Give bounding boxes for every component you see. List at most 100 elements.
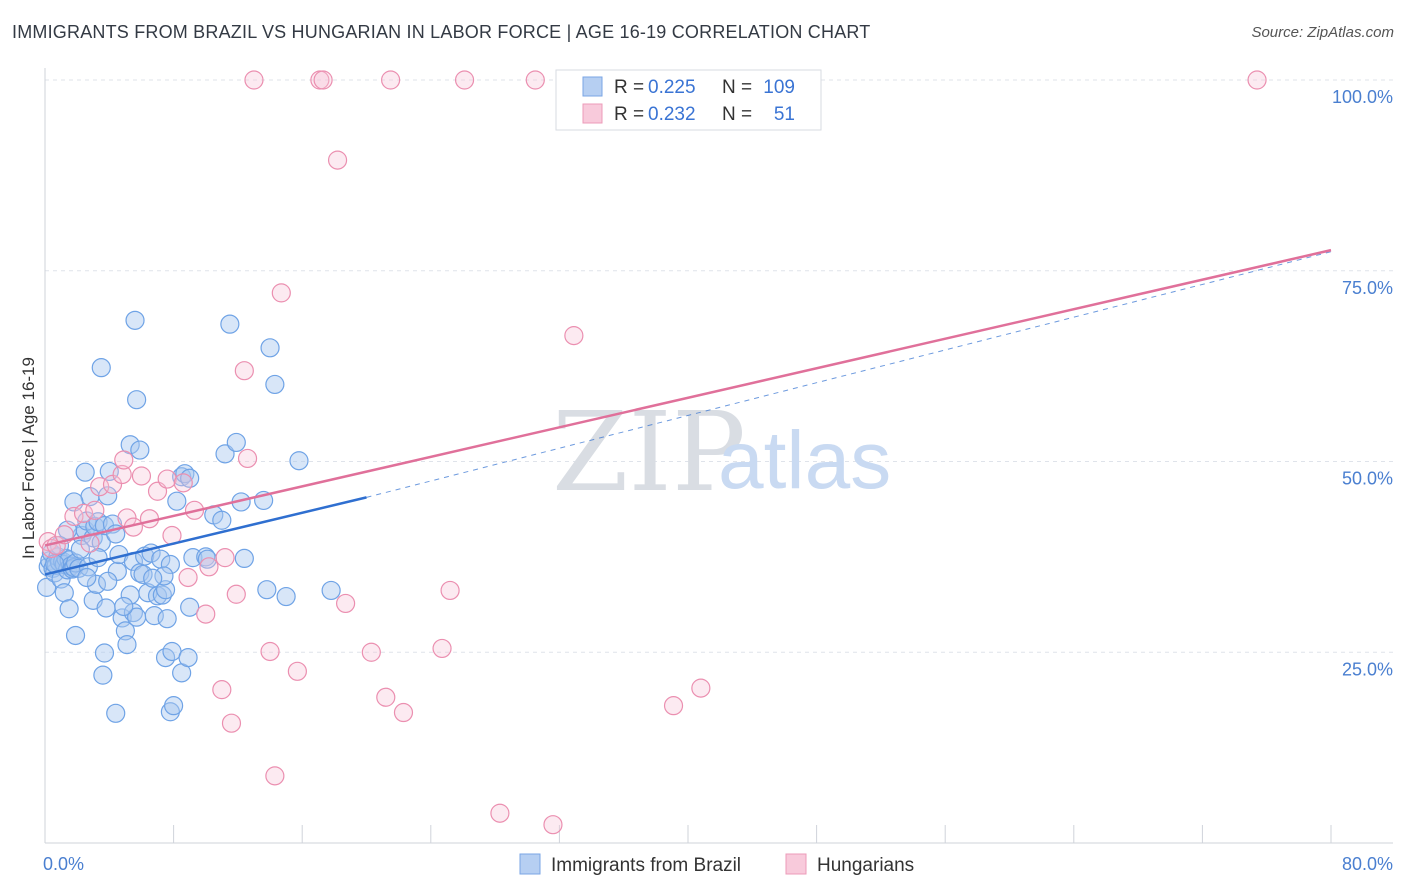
point-brazil [162, 641, 182, 662]
point-hungarians [173, 473, 193, 493]
point-hungarians [663, 696, 684, 716]
point-brazil [117, 635, 137, 655]
point-brazil [54, 583, 74, 603]
point-brazil [212, 510, 232, 530]
point-brazil [59, 599, 79, 619]
point-brazil [65, 625, 86, 646]
point-hungarians [564, 326, 584, 346]
point-hungarians [226, 584, 246, 604]
point-brazil [152, 585, 172, 605]
point-hungarians [237, 448, 258, 469]
point-hungarians [393, 702, 414, 723]
point-hungarians [212, 680, 232, 700]
trend-lines [44, 248, 1332, 576]
point-hungarians [178, 567, 198, 588]
y-tick-label-25: 25.0% [1342, 659, 1393, 679]
point-hungarians [336, 593, 356, 614]
watermark-zip: ZIP [552, 388, 746, 516]
point-brazil [157, 609, 177, 629]
legend-r-value-1: 0.225 [648, 77, 696, 98]
x-tick-label-max: 80.0% [1342, 854, 1393, 874]
legend-n-label-2: N = [722, 104, 752, 125]
point-hungarians [215, 548, 235, 568]
chart-title: IMMIGRANTS FROM BRAZIL VS HUNGARIAN IN L… [12, 22, 871, 42]
point-brazil [226, 432, 246, 453]
point-hungarians [313, 70, 333, 90]
y-tick-label-75: 75.0% [1342, 278, 1393, 298]
legend-n-label-1: N = [722, 77, 752, 98]
x-tick-label-min: 0.0% [43, 854, 84, 874]
bottom-legend-label-hungarians: Hungarians [817, 855, 914, 876]
point-brazil [115, 621, 135, 641]
point-hungarians [260, 641, 280, 662]
point-brazil [130, 440, 150, 460]
y-axis-label: In Labor Force | Age 16-19 [19, 357, 38, 559]
point-hungarians [376, 687, 396, 707]
point-brazil [289, 451, 309, 471]
point-hungarians [691, 678, 711, 698]
y-tick-labels: 25.0% 50.0% 75.0% 100.0% [1332, 87, 1393, 679]
bottom-legend-swatch-brazil [519, 853, 541, 875]
point-brazil [265, 374, 285, 395]
point-brazil [260, 338, 280, 358]
trend-brazil [44, 496, 367, 576]
point-brazil [180, 597, 200, 617]
point-brazil [178, 647, 198, 668]
point-brazil [93, 665, 113, 685]
point-brazil [164, 696, 184, 716]
point-brazil [91, 358, 111, 378]
point-hungarians [102, 474, 123, 494]
point-hungarians [196, 604, 216, 624]
axes [44, 68, 1393, 844]
point-brazil [96, 598, 116, 618]
point-brazil [106, 703, 126, 723]
bottom-legend-label-brazil: Immigrants from Brazil [551, 855, 741, 876]
point-brazil [234, 548, 254, 569]
legend-swatch-hungarians [582, 103, 603, 124]
watermark-atlas: atlas [718, 415, 891, 506]
point-brazil [70, 539, 90, 559]
point-brazil [155, 580, 176, 600]
point-brazil [77, 567, 97, 588]
grid-lines [45, 79, 1393, 653]
point-brazil [127, 390, 147, 410]
point-hungarians [490, 803, 510, 823]
point-brazil [94, 643, 115, 663]
point-hungarians [454, 70, 475, 90]
point-hungarians [157, 469, 177, 489]
legend-swatch-brazil [582, 76, 603, 97]
point-brazil [257, 580, 277, 600]
point-brazil [220, 314, 240, 334]
point-hungarians [265, 766, 285, 786]
legend-r-value-2: 0.232 [648, 104, 696, 125]
source-credit: Source: ZipAtlas.com [1251, 24, 1394, 41]
point-hungarians [221, 713, 242, 733]
point-brazil [86, 574, 107, 594]
y-tick-label-100: 100.0% [1332, 87, 1393, 107]
y-tick-label-50: 50.0% [1342, 469, 1393, 489]
legend-n-value-1: 109 [763, 77, 795, 98]
point-hungarians [287, 661, 307, 681]
legend: R = 0.225 N = 109 R = 0.232 N = 51 [555, 69, 822, 131]
point-brazil [98, 571, 118, 591]
point-brazil [321, 580, 341, 601]
point-brazil [143, 568, 163, 588]
point-hungarians [85, 500, 105, 520]
legend-n-value-2: 51 [774, 104, 795, 125]
point-hungarians [73, 503, 94, 523]
trend-hungarians [44, 248, 1332, 547]
point-brazil [167, 491, 187, 511]
point-hungarians [244, 70, 264, 90]
bottom-legend: Immigrants from Brazil Hungarians [519, 853, 914, 876]
point-hungarians [131, 466, 152, 486]
point-brazil [114, 596, 134, 617]
point-hungarians [381, 70, 401, 90]
point-brazil [151, 549, 171, 569]
point-hungarians [1247, 70, 1267, 90]
point-brazil [276, 586, 296, 607]
point-hungarians [327, 150, 348, 170]
legend-r-label-1: R = [614, 77, 644, 98]
point-hungarians [112, 464, 132, 485]
point-brazil [125, 310, 145, 330]
